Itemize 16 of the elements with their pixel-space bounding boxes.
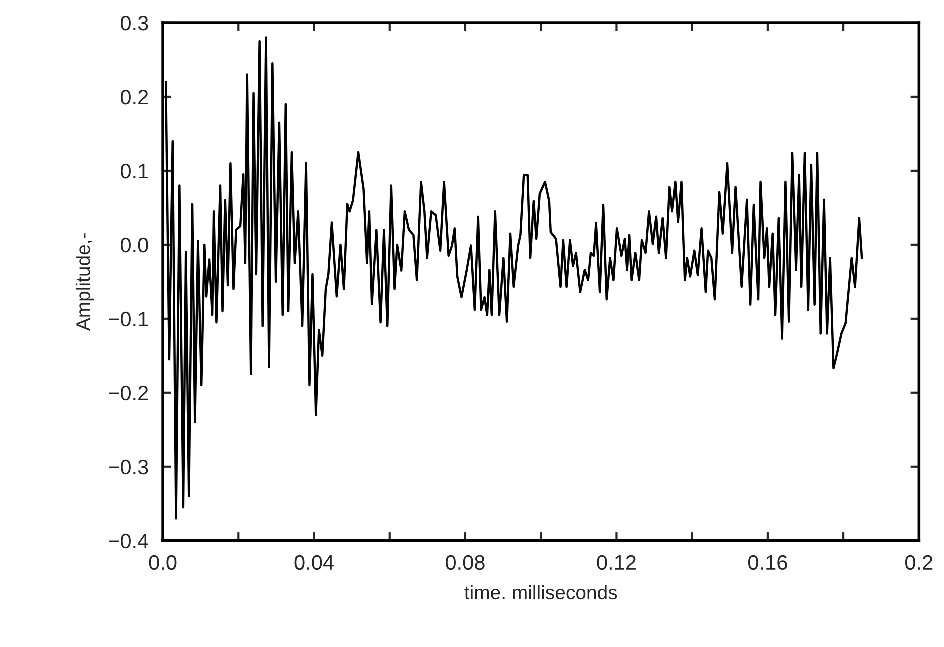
x-tick-label: 0.0 xyxy=(149,555,177,570)
y-tick-label: 0.2 xyxy=(120,90,148,105)
x-tick-label: 0.08 xyxy=(446,555,485,570)
y-tick-label: 0.3 xyxy=(120,16,148,31)
x-axis-title: time. milliseconds xyxy=(464,585,618,600)
y-tick-label: −0.4 xyxy=(109,534,149,549)
x-tick-label: 0.04 xyxy=(294,555,334,570)
y-tick-label: 0.0 xyxy=(120,238,148,253)
x-tick-label: 0.12 xyxy=(597,555,636,570)
x-tick-label: 0.2 xyxy=(906,555,933,570)
y-tick-label: −0.3 xyxy=(109,460,148,475)
y-tick-label: 0.1 xyxy=(120,164,148,179)
y-tick-label: −0.2 xyxy=(109,386,148,401)
y-tick-label: −0.1 xyxy=(109,312,148,327)
x-tick-label: 0.16 xyxy=(748,555,788,570)
y-axis-title: Amplitude,- xyxy=(76,234,94,332)
